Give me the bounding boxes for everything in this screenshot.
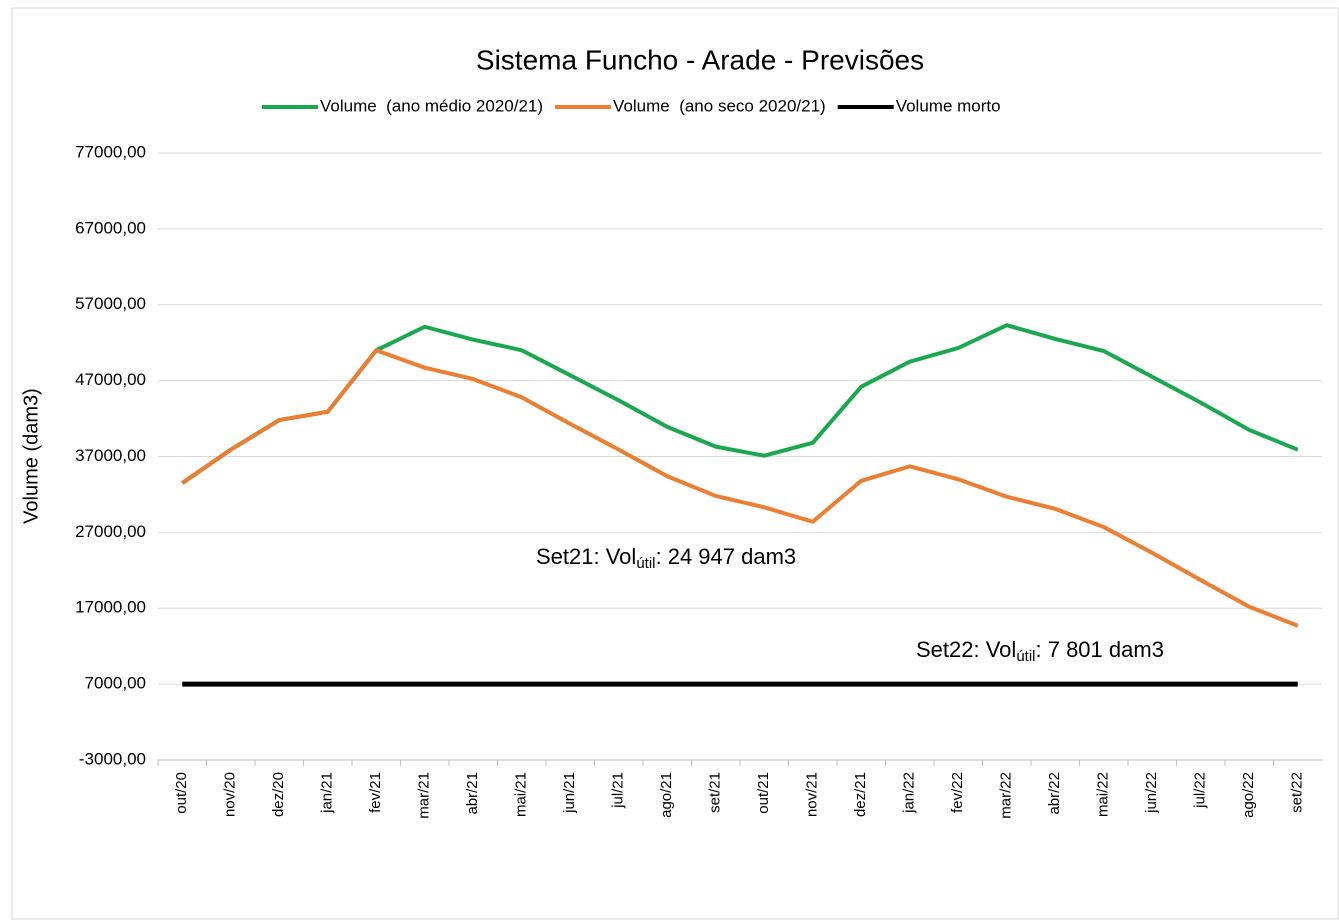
x-tick-label: out/21 xyxy=(755,772,772,814)
legend-label: Volume (ano médio 2020/21) xyxy=(320,96,543,115)
x-tick-label: nov/20 xyxy=(222,772,239,817)
annotation: Set21: Volútil: 24 947 dam3 xyxy=(536,544,796,572)
y-tick-label: 37000,00 xyxy=(75,446,146,465)
y-tick-label: -3000,00 xyxy=(79,749,146,768)
annotation-text: : 24 947 dam3 xyxy=(656,544,797,569)
y-tick-label: 77000,00 xyxy=(75,142,146,161)
x-tick-label: mar/21 xyxy=(416,772,433,819)
x-tick-label: jan/21 xyxy=(319,772,336,814)
x-tick-label: fev/22 xyxy=(949,772,966,813)
x-tick-label: out/20 xyxy=(173,772,190,814)
annotation-subscript: útil xyxy=(636,555,655,572)
annotation-text: Set21: Vol xyxy=(536,544,636,569)
chart-frame xyxy=(11,7,1339,920)
x-tick-label: ago/21 xyxy=(658,772,675,818)
x-tick-label: mar/22 xyxy=(998,772,1015,819)
x-tick-label: jul/22 xyxy=(1192,772,1209,809)
y-tick-label: 7000,00 xyxy=(85,674,146,693)
x-tick-label: abr/22 xyxy=(1046,772,1063,815)
x-tick-label: ago/22 xyxy=(1240,772,1257,818)
annotation: Set22: Volútil: 7 801 dam3 xyxy=(916,637,1164,665)
y-tick-label: 57000,00 xyxy=(75,294,146,313)
x-tick-label: jul/21 xyxy=(610,772,627,809)
annotation-text: Set22: Vol xyxy=(916,637,1016,662)
y-tick-label: 47000,00 xyxy=(75,370,146,389)
x-tick-label: set/22 xyxy=(1289,772,1306,813)
legend-label: Volume (ano seco 2020/21) xyxy=(613,96,826,115)
annotation-subscript: útil xyxy=(1016,648,1035,665)
x-tick-label: jun/21 xyxy=(561,772,578,814)
x-tick-label: jan/22 xyxy=(901,772,918,814)
x-tick-label: set/21 xyxy=(707,772,724,813)
x-tick-label: mai/21 xyxy=(513,772,530,817)
y-axis-label: Volume (dam3) xyxy=(20,388,42,524)
x-tick-label: nov/21 xyxy=(804,772,821,817)
x-tick-label: fev/21 xyxy=(367,772,384,813)
x-tick-label: abr/21 xyxy=(464,772,481,815)
annotation-text: : 7 801 dam3 xyxy=(1036,637,1164,662)
y-tick-label: 27000,00 xyxy=(75,522,146,541)
x-tick-label: dez/20 xyxy=(270,772,287,817)
legend-label: Volume morto xyxy=(896,96,1001,115)
x-tick-label: jun/22 xyxy=(1143,772,1160,814)
x-tick-label: mai/22 xyxy=(1095,772,1112,817)
line-series xyxy=(181,348,1299,628)
chart-title: Sistema Funcho - Arade - Previsões xyxy=(476,44,924,75)
y-tick-label: 67000,00 xyxy=(75,218,146,237)
y-tick-label: 17000,00 xyxy=(75,598,146,617)
x-tick-label: dez/21 xyxy=(852,772,869,817)
